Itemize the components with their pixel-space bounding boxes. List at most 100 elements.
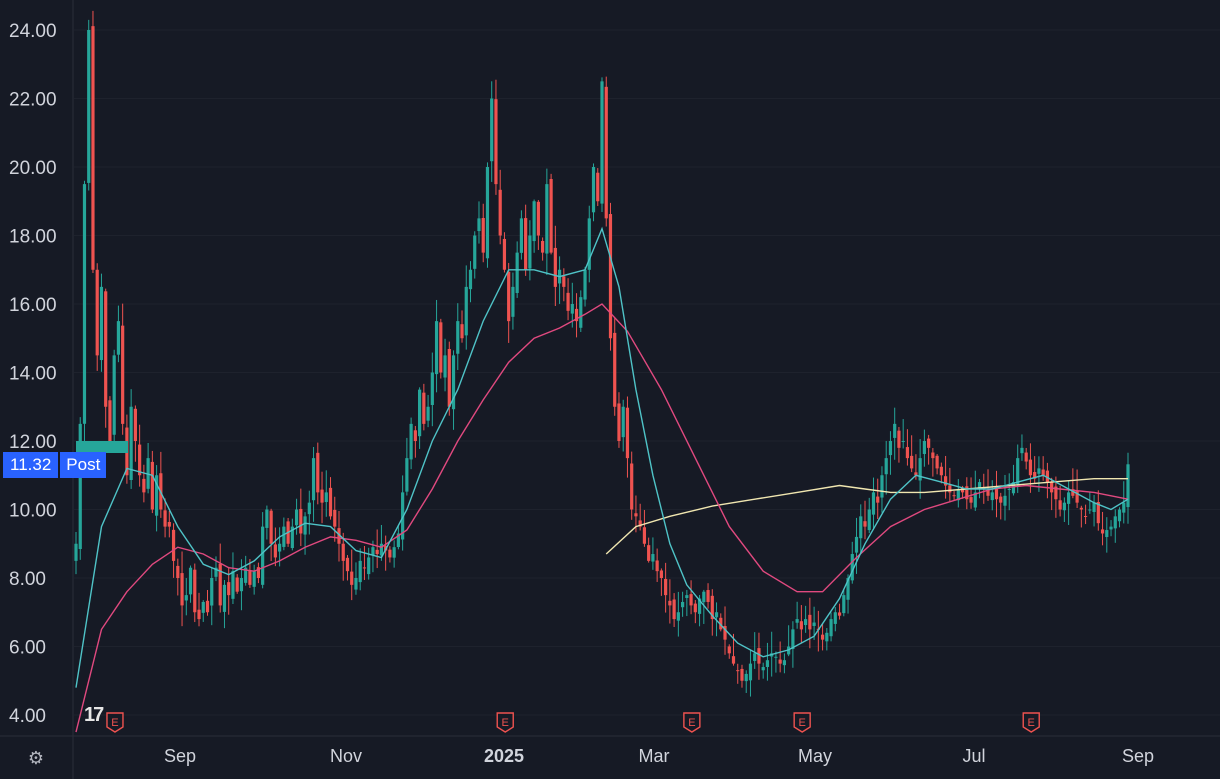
candle-body — [880, 475, 884, 498]
x-tick-label: May — [798, 746, 832, 766]
candle-body — [854, 536, 859, 553]
candle-body — [562, 276, 566, 287]
candle-body — [256, 567, 261, 578]
candle-body — [413, 430, 417, 441]
candle-body — [502, 238, 507, 270]
earnings-marker-label: E — [111, 717, 118, 729]
candle-body — [604, 86, 608, 219]
candle-body — [1020, 447, 1024, 454]
candle-body — [515, 252, 519, 294]
candle-body — [388, 549, 392, 558]
candle-body — [1113, 516, 1117, 529]
candle-body — [731, 656, 736, 664]
candle-body — [248, 570, 252, 585]
candle-body — [613, 332, 617, 407]
candle-body — [812, 622, 816, 626]
candle-body — [328, 487, 333, 517]
candle-body — [888, 441, 893, 456]
candle-body — [693, 603, 697, 613]
candle-body — [1007, 488, 1011, 490]
candle-body — [736, 670, 740, 672]
candle-body — [918, 458, 922, 481]
candle-body — [630, 463, 634, 510]
settings-gear-icon[interactable]: ⚙ — [27, 748, 45, 768]
earnings-marker-label: E — [798, 717, 805, 729]
candle-body — [290, 526, 294, 549]
candle-body — [1011, 482, 1016, 494]
candle-body — [214, 567, 218, 577]
candle-body — [1079, 507, 1083, 510]
candle-body — [133, 408, 137, 441]
earnings-marker-icon[interactable]: E — [496, 712, 514, 733]
y-tick-label: 8.00 — [9, 569, 46, 590]
x-tick-label: Nov — [330, 746, 362, 766]
candle-body — [379, 543, 384, 556]
candle-body — [842, 595, 846, 614]
y-tick-label: 6.00 — [9, 638, 46, 659]
candle-body — [409, 423, 413, 460]
candle-body — [935, 455, 939, 469]
candle-body — [481, 218, 485, 253]
candle-body — [799, 621, 803, 630]
x-tick-label: Jul — [962, 746, 985, 766]
candle-body — [451, 355, 456, 410]
candle-body — [744, 673, 748, 682]
candle-body — [956, 488, 960, 501]
candle-body — [473, 235, 477, 269]
candle-body — [782, 660, 787, 666]
candle-body — [116, 321, 121, 355]
last-price-tag: 11.32 Post — [3, 452, 107, 478]
candle-body — [948, 485, 952, 493]
candle-body — [994, 488, 999, 500]
candle-body — [112, 355, 116, 435]
candle-body — [1109, 526, 1113, 530]
candle-body — [579, 297, 583, 328]
candle-body — [227, 582, 231, 596]
candle-body — [596, 172, 600, 202]
candle-body — [405, 458, 409, 492]
candle-body — [545, 184, 549, 254]
candle-body — [1058, 500, 1062, 510]
candle-body — [498, 189, 502, 236]
candle-body — [638, 520, 642, 527]
candle-body — [859, 516, 863, 539]
candle-body — [74, 543, 78, 561]
candle-body — [761, 667, 765, 671]
candle-body — [680, 601, 685, 608]
candle-body — [371, 547, 375, 556]
candle-body — [719, 617, 723, 630]
candle-body — [99, 286, 104, 361]
candle-body — [392, 547, 396, 558]
earnings-marker-icon[interactable]: E — [683, 712, 701, 733]
candle-body — [1088, 509, 1092, 511]
candle-body — [1100, 529, 1105, 534]
candle-body — [426, 406, 430, 421]
earnings-marker-icon[interactable]: E — [793, 712, 811, 733]
last-price-value: 11.32 — [3, 452, 59, 478]
tradingview-logo-icon[interactable]: 17 — [84, 704, 104, 726]
candle-body — [541, 240, 545, 253]
candle-body — [1117, 509, 1122, 522]
candle-body — [837, 612, 842, 616]
candle-body — [829, 619, 833, 637]
candle-body — [490, 98, 494, 162]
candle-body — [180, 573, 184, 606]
x-axis-ticks: Sep Nov 2025 Mar May Jul Sep — [164, 746, 1154, 766]
candle-body — [774, 656, 778, 658]
earnings-marker-icon[interactable]: E — [106, 712, 124, 733]
candle-body — [820, 634, 825, 640]
candle-body — [345, 557, 350, 572]
candle-body — [778, 659, 782, 664]
earnings-marker-icon[interactable]: E — [1022, 712, 1040, 733]
candle-body — [358, 560, 362, 583]
candle-body — [986, 489, 990, 496]
candle-body — [1075, 491, 1079, 503]
candle-body — [685, 595, 689, 598]
y-tick-label: 22.00 — [9, 90, 57, 111]
candle-body — [91, 26, 95, 270]
candle-body — [375, 549, 379, 555]
candle-body — [536, 201, 540, 236]
candle-body — [1003, 495, 1007, 506]
candle-body — [456, 321, 460, 354]
